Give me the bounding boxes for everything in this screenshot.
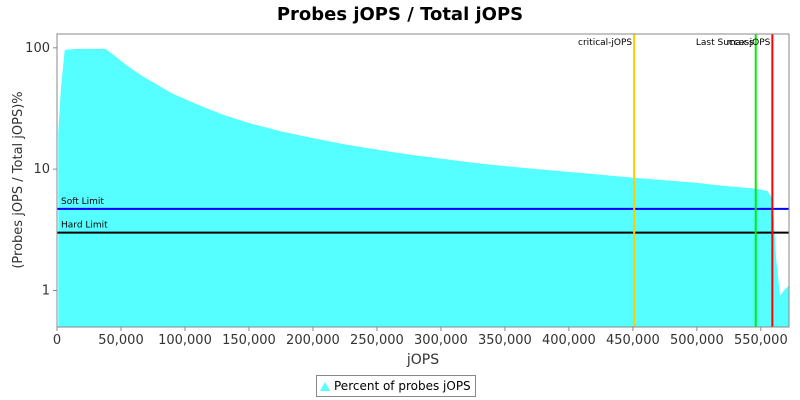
legend: Percent of probes jOPS (316, 375, 476, 397)
x-tick-label-5: 250,000 (350, 333, 404, 348)
vline-label-2: max-jOPS (727, 38, 771, 48)
x-tick-label-3: 150,000 (222, 333, 276, 348)
x-tick-label-2: 100,000 (158, 333, 212, 348)
series-area-0 (58, 48, 789, 327)
x-axis-title: jOPS (406, 352, 439, 368)
legend-swatch-icon (320, 381, 330, 391)
y-axis-title: (Probes jOPS / Total jOPS)% (11, 91, 26, 268)
x-tick-label-8: 400,000 (542, 333, 596, 348)
x-tick-label-9: 450,000 (606, 333, 660, 348)
y-tick-label-2: 100 (25, 41, 50, 56)
chart-title: Probes jOPS / Total jOPS (277, 4, 523, 25)
x-tick-label-7: 350,000 (478, 333, 532, 348)
x-tick-label-11: 550,000 (734, 333, 788, 348)
x-tick-label-4: 200,000 (286, 333, 340, 348)
y-tick-label-0: 1 (42, 283, 50, 298)
hline-label-1: Hard Limit (61, 221, 108, 231)
hline-label-0: Soft Limit (61, 197, 104, 207)
y-tick-label-1: 10 (33, 162, 50, 177)
x-tick-label-0: 0 (53, 333, 61, 348)
x-tick-label-6: 300,000 (414, 333, 468, 348)
plot-area: Soft Limit Hard Limit critical-jOPS Last Su… (25, 33, 790, 348)
vline-label-1: Last Success (696, 38, 754, 48)
x-tick-label-1: 50,000 (98, 333, 144, 348)
vline-label-0: critical-jOPS (578, 38, 632, 48)
legend-label: Percent of probes jOPS (334, 379, 471, 393)
x-tick-label-10: 500,000 (670, 333, 724, 348)
plot-border (56, 33, 790, 328)
